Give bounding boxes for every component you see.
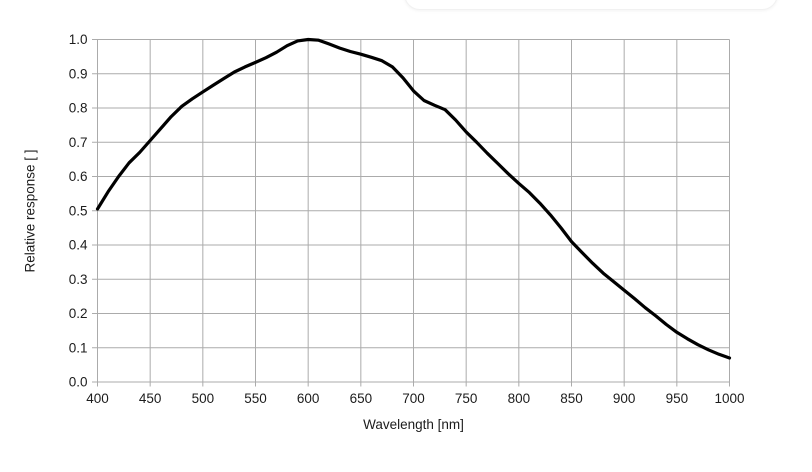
y-tick-label: 1.0 (69, 32, 88, 47)
y-tick-label: 0.8 (69, 101, 88, 116)
response-curve (95, 37, 732, 360)
y-tick-label: 0.4 (69, 238, 88, 253)
y-tick-label: 0.7 (69, 135, 88, 150)
y-tick-label: 0.1 (69, 340, 88, 355)
x-tick-label: 1000 (714, 391, 744, 406)
x-tick-label: 850 (560, 391, 583, 406)
x-tick-label: 950 (666, 391, 689, 406)
y-tick-label: 0.5 (69, 203, 88, 218)
x-tick-label: 450 (139, 391, 162, 406)
y-axis-label: Relative response [ ] (22, 149, 38, 273)
x-tick-label: 600 (297, 391, 320, 406)
x-tick-label: 900 (613, 391, 636, 406)
x-tick-label: 700 (402, 391, 425, 406)
x-tick-label: 750 (455, 391, 478, 406)
x-tick-label: 550 (244, 391, 267, 406)
x-axis-label: Wavelength [nm] (363, 417, 464, 432)
x-tick-label: 400 (86, 391, 109, 406)
x-tick-label: 500 (192, 391, 215, 406)
x-tick-label: 800 (508, 391, 531, 406)
y-tick-label: 0.0 (69, 375, 88, 390)
y-tick-label: 0.9 (69, 66, 88, 81)
x-tick-label: 650 (350, 391, 373, 406)
y-tick-label: 0.2 (69, 306, 88, 321)
y-tick-label: 0.6 (69, 169, 88, 184)
y-tick-label: 0.3 (69, 272, 88, 287)
